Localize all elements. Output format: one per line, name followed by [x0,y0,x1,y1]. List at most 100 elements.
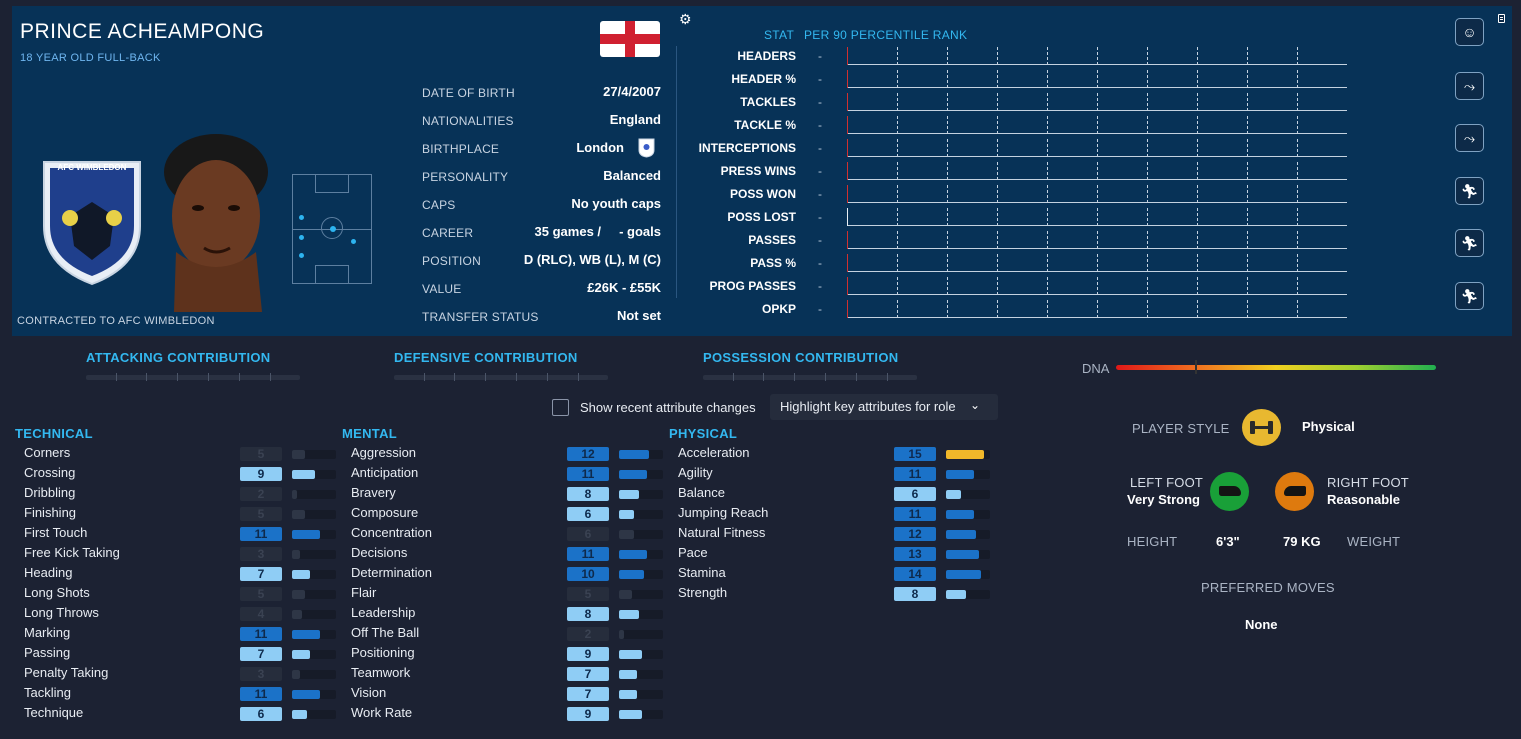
attribute-name[interactable]: Long Throws [24,605,99,620]
stat-label: HEADER % [731,72,796,86]
menu-icon[interactable] [1498,14,1505,23]
percentile-zero-marker [847,277,848,295]
attribute-name[interactable]: Tackling [24,685,71,700]
england-crest-icon [638,138,655,158]
attribute-value: 3 [240,667,282,681]
attribute-name[interactable]: Heading [24,565,73,580]
attribute-bar [946,550,979,559]
mental-section-title[interactable]: MENTAL [342,426,397,441]
info-label: DATE OF BIRTH [422,86,515,100]
percentile-gridline [1097,208,1098,226]
attribute-name[interactable]: Aggression [351,445,417,460]
right-foot-value: Reasonable [1327,492,1400,507]
attribute-name[interactable]: Flair [351,585,377,600]
attribute-bar [292,630,320,639]
percentile-gridline [997,116,998,134]
attribute-name[interactable]: Teamwork [351,665,411,680]
percentile-gridline [947,300,948,318]
running-player-button[interactable]: 🏃︎ [1455,177,1484,205]
contract-text[interactable]: CONTRACTED TO AFC WIMBLEDON [17,315,215,327]
attribute-value: 12 [894,527,936,541]
attribute-value: 11 [567,467,609,481]
percentile-gridline [1297,93,1298,111]
attribute-name[interactable]: Jumping Reach [678,505,769,520]
attribute-name[interactable]: Natural Fitness [678,525,766,540]
right-foot-label: RIGHT FOOT [1327,475,1409,490]
possession-contribution-bar [703,373,917,381]
info-value: Not set [616,308,661,323]
slide-tackle-button[interactable]: ⤳ [1455,124,1484,152]
percentile-gridline [947,116,948,134]
attribute-name[interactable]: Composure [351,505,419,520]
attribute-name[interactable]: Free Kick Taking [24,545,120,560]
percentile-gridline [897,300,898,318]
highlight-attributes-dropdown[interactable]: Highlight key attributes for role ⌄ [770,394,998,420]
percentile-gridline [1247,300,1248,318]
percentile-track [847,208,1347,226]
percentile-gridline [1147,162,1148,180]
attribute-name[interactable]: Leadership [351,605,416,620]
position-pitch-map[interactable] [292,174,372,284]
info-value: England [609,112,661,127]
attribute-bar [619,670,637,679]
attribute-name[interactable]: Vision [351,685,387,700]
running-player-button[interactable]: 🏃︎ [1455,229,1484,257]
defensive-contribution-title[interactable]: DEFENSIVE CONTRIBUTION [394,350,578,365]
weight-label: WEIGHT [1347,534,1401,549]
attribute-name[interactable]: Decisions [351,545,408,560]
percentile-gridline [1147,70,1148,88]
attribute-bar-track [292,490,336,499]
attribute-name[interactable]: Stamina [678,565,726,580]
attribute-name[interactable]: First Touch [24,525,88,540]
possession-contribution-title[interactable]: POSSESSION CONTRIBUTION [703,350,899,365]
attribute-name[interactable]: Strength [678,585,728,600]
attribute-name[interactable]: Pace [678,545,708,560]
settings-gear-icon[interactable]: ⚙ [679,11,692,27]
attribute-name[interactable]: Passing [24,645,71,660]
slide-tackle-button[interactable]: ⤳ [1455,72,1484,100]
attribute-name[interactable]: Agility [678,465,713,480]
attribute-name[interactable]: Finishing [24,505,77,520]
attribute-name[interactable]: Dribbling [24,485,76,500]
attribute-bar [619,710,642,719]
attribute-name[interactable]: Positioning [351,645,415,660]
player-profile-button[interactable]: ☺ [1455,18,1484,46]
club-badge[interactable] [40,156,144,286]
attribute-name[interactable]: Corners [24,445,71,460]
percentile-gridline [1097,116,1098,134]
attribute-name[interactable]: Acceleration [678,445,750,460]
percentile-zero-marker [847,70,848,88]
attribute-bar [619,530,634,539]
attribute-name[interactable]: Balance [678,485,725,500]
attribute-name[interactable]: Anticipation [351,465,419,480]
percentile-gridline [1297,208,1298,226]
show-changes-label[interactable]: Show recent attribute changes [580,400,756,415]
attribute-value: 8 [567,487,609,501]
percentile-gridline [1297,300,1298,318]
attribute-name[interactable]: Determination [351,565,432,580]
attribute-name[interactable]: Off The Ball [351,625,420,640]
attribute-name[interactable]: Bravery [351,485,396,500]
attribute-name[interactable]: Work Rate [351,705,413,720]
dumbbell-icon[interactable] [1242,409,1281,446]
attribute-name[interactable]: Crossing [24,465,76,480]
percentile-gridline [997,254,998,272]
sprinting-player-button[interactable]: 🏃︎ [1455,282,1484,310]
player-subtitle[interactable]: 18 YEAR OLD FULL-BACK [20,52,161,64]
percentile-gridline [947,139,948,157]
show-changes-checkbox[interactable] [552,399,569,416]
attribute-bar [619,630,624,639]
attacking-contribution-title[interactable]: ATTACKING CONTRIBUTION [86,350,271,365]
attribute-name[interactable]: Long Shots [24,585,90,600]
attribute-name[interactable]: Penalty Taking [24,665,109,680]
stat-value: - [818,118,822,132]
attribute-name[interactable]: Concentration [351,525,432,540]
percentile-gridline [1147,139,1148,157]
technical-section-title[interactable]: TECHNICAL [15,426,93,441]
attribute-name[interactable]: Technique [24,705,84,720]
attribute-name[interactable]: Marking [24,625,71,640]
percentile-gridline [897,116,898,134]
physical-section-title[interactable]: PHYSICAL [669,426,738,441]
percentile-gridline [897,47,898,65]
attribute-bar-track [619,490,663,499]
